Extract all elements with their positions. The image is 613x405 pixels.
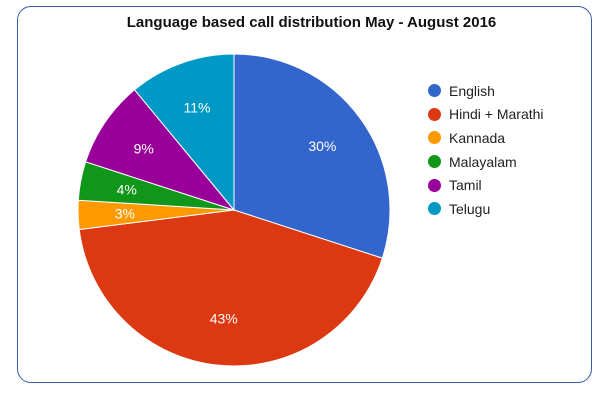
legend-label: Kannada bbox=[449, 129, 506, 146]
legend-label: Telugu bbox=[449, 200, 491, 217]
legend-swatch bbox=[428, 178, 441, 192]
legend-label: Malayalam bbox=[449, 153, 517, 170]
legend-label: Hindi + Marathi bbox=[449, 106, 544, 123]
legend-item[interactable]: Hindi + Marathi bbox=[428, 103, 544, 127]
pie-slice-tamil[interactable] bbox=[85, 89, 236, 212]
legend-item[interactable]: Kannada bbox=[428, 126, 544, 150]
slice-data-label: 30% bbox=[308, 138, 336, 154]
legend-item[interactable]: English bbox=[428, 79, 544, 103]
chart-title: Language based call distribution May - A… bbox=[126, 14, 497, 31]
legend-swatch bbox=[428, 131, 441, 145]
legend-swatch bbox=[428, 107, 441, 121]
slice-data-label: 11% bbox=[184, 99, 211, 115]
slice-data-label: 43% bbox=[210, 311, 238, 327]
legend-label: English bbox=[449, 82, 495, 99]
pie-slice-telugu[interactable] bbox=[133, 53, 235, 212]
chart-legend: English Hindi + Marathi Kannada Malayalam Ta… bbox=[428, 79, 544, 221]
slice-data-label: 9% bbox=[134, 141, 154, 157]
slice-data-label: 3% bbox=[115, 205, 135, 221]
slice-data-label: 4% bbox=[117, 182, 137, 198]
pie-slice-english[interactable] bbox=[233, 53, 391, 259]
legend-item[interactable]: Telugu bbox=[428, 197, 544, 221]
legend-swatch bbox=[428, 84, 441, 98]
legend-swatch bbox=[428, 155, 441, 169]
legend-item[interactable]: Malayalam bbox=[428, 150, 544, 174]
legend-label: Tamil bbox=[449, 177, 482, 194]
pie-slice-hindi-marathi[interactable] bbox=[78, 209, 383, 367]
legend-item[interactable]: Tamil bbox=[428, 173, 544, 197]
legend-swatch bbox=[428, 202, 441, 216]
